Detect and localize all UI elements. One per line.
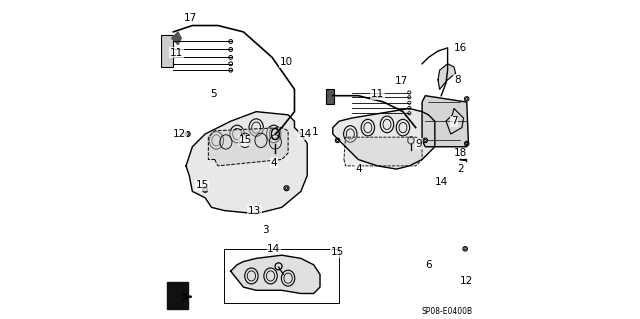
Text: 4: 4 [355,164,362,174]
Text: 1: 1 [312,127,319,137]
Text: 14: 14 [299,129,312,139]
Text: 8: 8 [454,75,461,85]
Text: 7: 7 [451,116,458,126]
Text: 9: 9 [415,138,422,149]
Text: 14: 14 [267,244,280,254]
Text: 10: 10 [280,57,293,67]
Text: 3: 3 [262,225,269,235]
Polygon shape [167,282,188,309]
Text: 17: 17 [184,12,197,23]
Polygon shape [446,108,463,134]
Text: 14: 14 [435,177,448,187]
Text: 17: 17 [395,76,408,86]
Polygon shape [344,137,422,166]
Text: 16: 16 [454,43,467,53]
Text: 13: 13 [248,205,261,216]
Polygon shape [209,128,288,166]
Text: SP08-E0400B: SP08-E0400B [422,307,473,316]
Text: 12: 12 [173,129,186,139]
Text: 4: 4 [271,158,277,168]
Polygon shape [186,112,307,214]
Text: 12: 12 [460,276,474,286]
Text: 11: 11 [371,89,384,99]
Text: 15: 15 [331,247,344,257]
Polygon shape [172,32,181,45]
Text: 11: 11 [170,48,183,58]
Text: 15: 15 [239,135,252,145]
Text: 15: 15 [195,180,209,190]
Text: 5: 5 [210,89,216,99]
Polygon shape [230,255,320,293]
Text: FR.: FR. [168,272,185,281]
Polygon shape [438,64,456,89]
Polygon shape [422,96,468,147]
FancyBboxPatch shape [161,35,173,67]
Text: 2: 2 [457,164,463,174]
Polygon shape [333,108,435,169]
Text: 6: 6 [425,260,432,270]
Text: 18: 18 [454,148,467,158]
FancyBboxPatch shape [326,89,334,104]
